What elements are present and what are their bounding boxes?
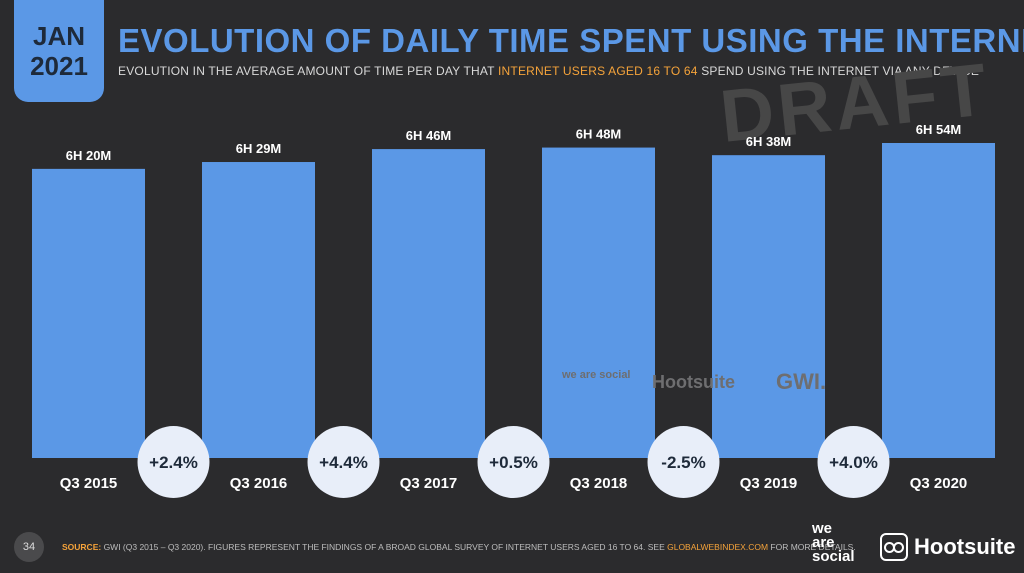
owl-icon xyxy=(880,533,908,561)
change-bubble-1 xyxy=(137,426,210,498)
change-label-3: +0.5% xyxy=(489,453,538,472)
category-label-5: Q3 2019 xyxy=(740,475,798,492)
change-bubble-5 xyxy=(817,426,890,498)
source-label: SOURCE: xyxy=(62,542,102,552)
change-bubble-2 xyxy=(307,426,380,498)
category-label-3: Q3 2017 xyxy=(400,475,458,492)
change-label-5: +4.0% xyxy=(829,453,878,472)
source-text: GWI (Q3 2015 – Q3 2020). FIGURES REPRESE… xyxy=(101,542,668,552)
subtitle-highlight: INTERNET USERS AGED 16 TO 64 xyxy=(498,64,698,78)
category-label-1: Q3 2015 xyxy=(60,475,118,492)
page-number: 34 xyxy=(14,532,44,562)
page-subtitle: EVOLUTION IN THE AVERAGE AMOUNT OF TIME … xyxy=(118,64,979,78)
source-link[interactable]: GLOBALWEBINDEX.COM xyxy=(667,542,769,552)
change-label-4: -2.5% xyxy=(661,453,705,472)
hootsuite-label: Hootsuite xyxy=(914,534,1016,559)
bar-value-label-4: 6H 48M xyxy=(576,127,622,142)
watermark-gwi: GWI. xyxy=(776,369,827,394)
bar-2 xyxy=(202,162,315,459)
logo-we: we xyxy=(812,520,833,537)
bar-value-label-3: 6H 46M xyxy=(406,128,452,143)
category-label-4: Q3 2018 xyxy=(570,475,628,492)
category-label-2: Q3 2016 xyxy=(230,475,288,492)
bar-value-label-1: 6H 20M xyxy=(66,148,112,163)
bar-value-label-5: 6H 38M xyxy=(746,134,792,149)
wearesocial-logo: we are social xyxy=(812,520,855,565)
bar-3 xyxy=(372,149,485,458)
watermark-hootsuite: Hootsuite xyxy=(652,372,735,392)
bar-4 xyxy=(542,147,655,458)
source-after: FOR MORE DETAILS. xyxy=(768,542,856,552)
change-bubble-4 xyxy=(647,426,720,498)
category-label-6: Q3 2020 xyxy=(910,475,968,492)
logo-social: social xyxy=(812,548,855,565)
watermark-wearesocial: we are social xyxy=(562,369,631,381)
bar-6 xyxy=(882,143,995,458)
subtitle-text-2: SPEND USING THE INTERNET VIA ANY DEVICE xyxy=(697,64,980,78)
change-label-2: +4.4% xyxy=(319,453,368,472)
subtitle-text-1: EVOLUTION IN THE AVERAGE AMOUNT OF TIME … xyxy=(118,64,499,78)
badge-month: JAN xyxy=(32,21,85,51)
hootsuite-logo: Hootsuite xyxy=(880,533,1015,561)
bar-5 xyxy=(712,155,825,458)
bar-1 xyxy=(32,168,145,458)
change-label-1: +2.4% xyxy=(149,453,198,472)
source-note: SOURCE: GWI (Q3 2015 – Q3 2020). FIGURES… xyxy=(62,542,856,552)
change-bubble-3 xyxy=(477,426,550,498)
date-badge: JAN 2021 xyxy=(14,0,104,102)
bar-value-label-2: 6H 29M xyxy=(236,141,282,156)
logo-are: are xyxy=(812,534,835,551)
page-title: EVOLUTION OF DAILY TIME SPENT USING THE … xyxy=(118,22,1024,59)
badge-year: 2021 xyxy=(30,51,88,81)
bar-value-label-6: 6H 54M xyxy=(916,122,962,137)
